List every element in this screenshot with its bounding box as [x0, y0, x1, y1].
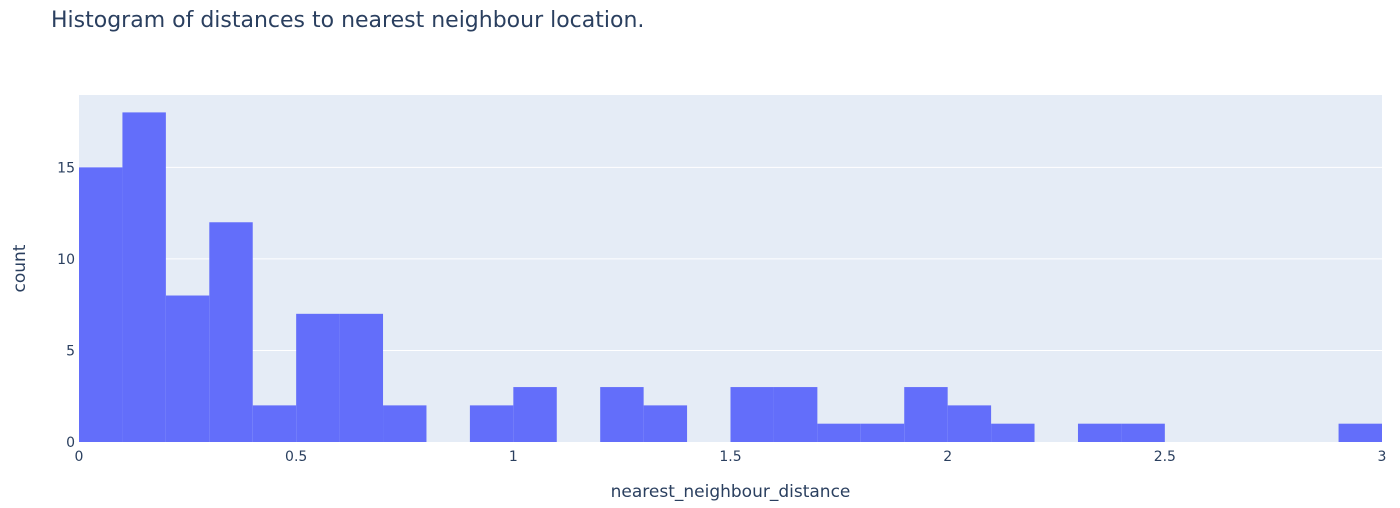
histogram-bar[interactable]: [252, 405, 297, 442]
histogram-bar[interactable]: [730, 387, 774, 442]
chart-title: Histogram of distances to nearest neighb…: [51, 8, 645, 33]
histogram-bar[interactable]: [469, 405, 514, 442]
histogram-bar[interactable]: [165, 295, 210, 442]
histogram-bar[interactable]: [1121, 423, 1165, 442]
x-tick-label: 3: [1378, 449, 1387, 465]
histogram-bar[interactable]: [513, 387, 557, 442]
x-tick-label: 2: [943, 449, 952, 465]
y-tick-label: 15: [57, 160, 75, 176]
y-axis-ticks: 0 5 10 15: [57, 160, 75, 451]
histogram-bar[interactable]: [904, 387, 948, 442]
x-tick-label: 0.5: [285, 449, 307, 465]
histogram-bar[interactable]: [209, 222, 253, 442]
histogram-bar[interactable]: [383, 405, 427, 442]
y-tick-label: 10: [57, 252, 75, 268]
histogram-bar[interactable]: [773, 387, 818, 442]
histogram-bar[interactable]: [643, 405, 688, 442]
x-tick-label: 2.5: [1154, 449, 1176, 465]
histogram-bar[interactable]: [600, 387, 644, 442]
histogram-bar[interactable]: [339, 313, 384, 442]
histogram-bar[interactable]: [817, 423, 861, 442]
histogram-bar[interactable]: [1077, 423, 1122, 442]
histogram-bar[interactable]: [296, 313, 340, 442]
x-tick-label: 1: [509, 449, 518, 465]
x-axis-ticks: 0 0.5 1 1.5 2 2.5 3: [75, 449, 1387, 465]
histogram-bar[interactable]: [122, 112, 166, 442]
x-axis-title: nearest_neighbour_distance: [611, 482, 851, 502]
y-tick-label: 5: [66, 343, 75, 359]
x-tick-label: 0: [75, 449, 84, 465]
x-tick-label: 1.5: [719, 449, 741, 465]
histogram-bar[interactable]: [947, 405, 992, 442]
histogram-bar[interactable]: [1338, 423, 1382, 442]
histogram-bar[interactable]: [860, 423, 905, 442]
histogram-bar[interactable]: [79, 167, 123, 442]
y-axis-title: count: [10, 244, 30, 292]
histogram-bar[interactable]: [991, 423, 1035, 442]
histogram-bars: [79, 112, 1382, 442]
y-tick-label: 0: [66, 435, 75, 451]
